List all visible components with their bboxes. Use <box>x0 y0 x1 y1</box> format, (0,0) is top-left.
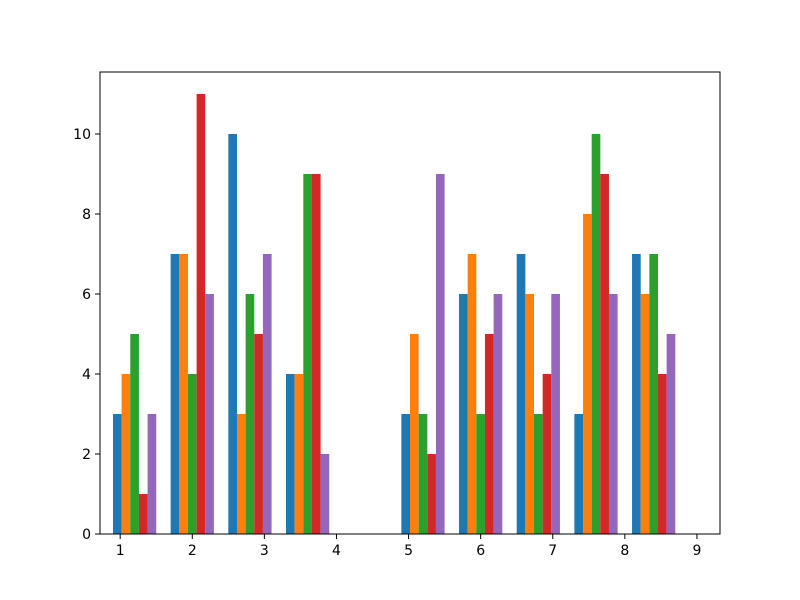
bar-series-3-group-1 <box>130 334 139 534</box>
plot-frame <box>99 71 721 535</box>
bar-series-3-group-7 <box>534 414 543 534</box>
x-tick-label: 6 <box>476 543 485 559</box>
x-axis: 1 2 3 4 5 6 7 8 9 <box>116 534 701 559</box>
bar-series-3-group-6 <box>476 414 485 534</box>
bar-series-4-group-9 <box>658 374 667 534</box>
x-tick-label: 4 <box>332 543 341 559</box>
bar-series-1-group-5 <box>401 414 410 534</box>
bar-series-2-group-8 <box>583 214 592 534</box>
bar-series-4-group-6 <box>484 334 494 534</box>
bar-series-2-group-4 <box>294 374 304 534</box>
bar-series-1-group-3 <box>228 134 237 534</box>
bar-series-4-group-2 <box>196 94 206 534</box>
y-tick-label: 4 <box>82 367 91 383</box>
bar-series-5-group-6 <box>493 294 503 534</box>
x-tick-label: 7 <box>548 543 557 559</box>
y-tick-label: 10 <box>73 127 91 143</box>
y-axis: 0 2 4 6 8 10 <box>73 127 100 543</box>
bar-series-1-group-4 <box>286 374 295 534</box>
bar-series-5-group-7 <box>551 294 560 534</box>
x-tick-label: 5 <box>404 543 413 559</box>
bar-series-1-group-6 <box>459 294 468 534</box>
bar-series-1-group-2 <box>170 254 180 534</box>
bar-series-5-group-9 <box>666 334 676 534</box>
bar-series-5-group-3 <box>262 254 272 534</box>
bar-series-4-group-3 <box>254 334 263 534</box>
bar-series-2-group-2 <box>179 254 188 534</box>
bar-series-5-group-5 <box>435 174 445 534</box>
bar-series-4-group-4 <box>311 174 321 534</box>
bar-series-4-group-8 <box>600 174 609 534</box>
bar-series-2-group-6 <box>467 254 477 534</box>
bar-series-1-group-7 <box>516 254 526 534</box>
x-tick-label: 1 <box>116 543 125 559</box>
bar-series-3-group-9 <box>649 254 658 534</box>
bar-series-1-group-9 <box>632 254 641 534</box>
y-tick-label: 0 <box>82 527 91 543</box>
bar-series-5-group-2 <box>205 294 214 534</box>
bar-series-3-group-8 <box>591 134 601 534</box>
bar-series-3-group-2 <box>187 374 197 534</box>
x-tick-label: 8 <box>620 543 629 559</box>
bar-series-4-group-1 <box>138 494 148 534</box>
bar-series-2-group-7 <box>525 294 534 534</box>
bar-series-3-group-4 <box>303 174 312 534</box>
bar-series-2-group-3 <box>236 414 246 534</box>
x-tick-label: 9 <box>692 543 701 559</box>
x-tick-label: 2 <box>188 543 197 559</box>
bar-series-group <box>112 94 676 534</box>
bar-series-4-group-5 <box>427 454 436 534</box>
bar-series-1-group-1 <box>112 414 122 534</box>
y-tick-label: 8 <box>82 207 91 223</box>
bar-series-3-group-5 <box>418 414 428 534</box>
bar-series-5-group-4 <box>320 454 330 534</box>
bar-series-1-group-8 <box>574 414 584 534</box>
y-tick-label: 2 <box>82 447 91 463</box>
bar-series-2-group-9 <box>640 294 650 534</box>
bar-series-2-group-5 <box>410 334 419 534</box>
bar-series-2-group-1 <box>121 374 131 534</box>
bar-series-5-group-8 <box>608 294 618 534</box>
bar-series-4-group-7 <box>542 374 552 534</box>
x-tick-label: 3 <box>260 543 269 559</box>
bar-series-3-group-3 <box>245 294 255 534</box>
y-tick-label: 6 <box>82 287 91 303</box>
bar-series-5-group-1 <box>147 414 157 534</box>
